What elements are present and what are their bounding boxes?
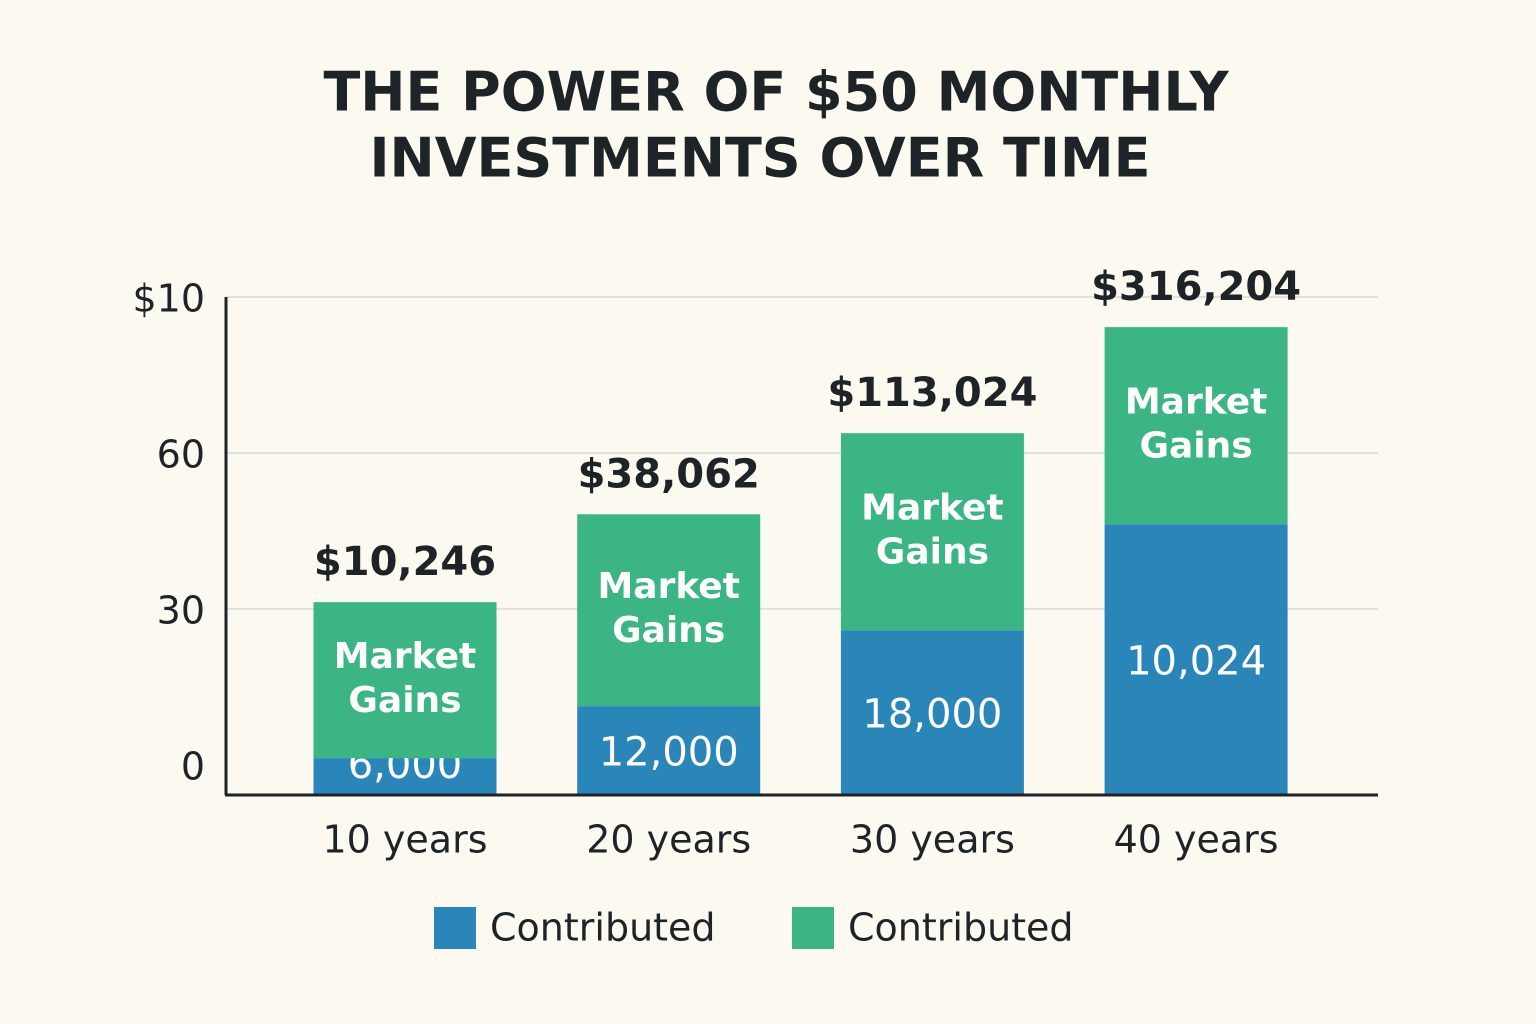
- total-label: $113,024: [827, 370, 1037, 416]
- bar-segment: [840, 433, 1024, 631]
- legend-swatch: [792, 907, 834, 949]
- segment-label: Market: [334, 636, 476, 677]
- segment-label: 18,000: [862, 692, 1002, 738]
- legend-swatch: [434, 907, 476, 949]
- segment-label: Market: [1125, 382, 1267, 423]
- segment-label: Gains: [1139, 426, 1252, 467]
- legend-label: Contributed: [490, 906, 716, 950]
- bar-segment: [840, 630, 1024, 795]
- segment-label: Gains: [612, 610, 725, 651]
- y-tick-label: 0: [181, 744, 205, 788]
- chart-title: THE POWER OF $50 MONTHLY: [323, 61, 1229, 124]
- segment-label: Market: [861, 488, 1003, 529]
- legend-label: Contributed: [848, 906, 1074, 950]
- segment-label: 10,024: [1126, 639, 1266, 685]
- chart-title: INVESTMENTS OVER TIME: [369, 127, 1150, 190]
- y-tick-label: 30: [157, 588, 205, 632]
- x-tick-label: 20 years: [586, 818, 751, 862]
- bar-segment: [313, 602, 497, 759]
- total-label: $10,246: [314, 539, 496, 585]
- x-tick-label: 10 years: [322, 818, 487, 862]
- y-tick-label: $10: [132, 277, 205, 321]
- total-label: $38,062: [578, 451, 760, 497]
- y-tick-label: 60: [157, 432, 205, 476]
- x-tick-label: 30 years: [850, 818, 1015, 862]
- segment-label: Market: [597, 566, 739, 607]
- bar-segment: [1104, 327, 1288, 525]
- bar-segment: [577, 706, 761, 795]
- segment-label: 12,000: [599, 730, 739, 776]
- segment-label: Gains: [876, 532, 989, 573]
- segment-label: Gains: [348, 680, 461, 721]
- bar-segment: [313, 758, 497, 795]
- bar-segment: [1104, 524, 1288, 795]
- x-tick-label: 40 years: [1114, 818, 1279, 862]
- bar-segment: [577, 514, 761, 707]
- total-label: $316,204: [1091, 264, 1301, 310]
